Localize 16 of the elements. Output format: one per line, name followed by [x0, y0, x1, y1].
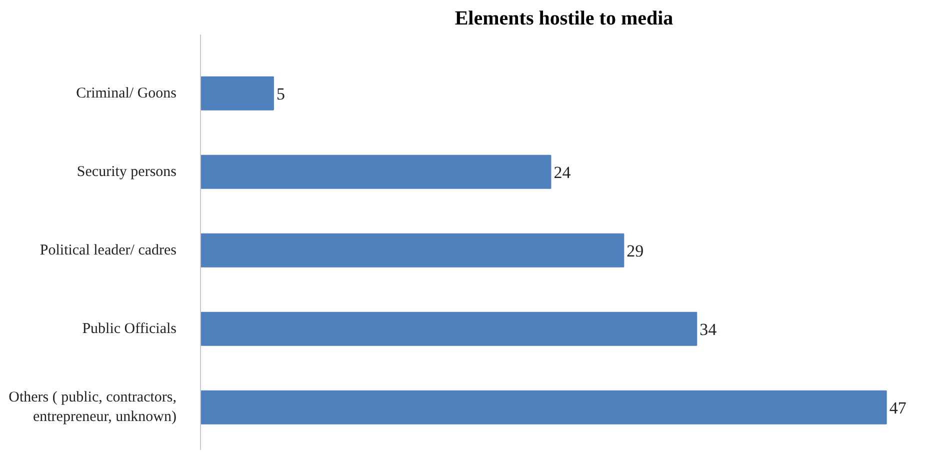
y-tick-label: Security persons — [76, 164, 177, 180]
bar — [200, 312, 698, 346]
data-label: 24 — [554, 162, 572, 182]
bar — [200, 390, 887, 424]
bar — [200, 233, 624, 268]
y-tick-label: Criminal/ Goons — [76, 85, 177, 102]
bar — [200, 154, 552, 189]
y-tick-label: Political leader/ cadres — [40, 242, 177, 258]
chart-title: Elements hostile to media — [454, 8, 674, 30]
data-label: 34 — [700, 320, 718, 339]
data-label: 29 — [626, 241, 644, 260]
y-tick-label: Others ( public, contractors, entrepreneur, unknown) — [8, 390, 177, 425]
y-tick-label: Public Officials — [82, 320, 177, 337]
data-label: 47 — [889, 398, 907, 418]
data-label: 5 — [276, 84, 285, 104]
bar — [200, 76, 274, 110]
